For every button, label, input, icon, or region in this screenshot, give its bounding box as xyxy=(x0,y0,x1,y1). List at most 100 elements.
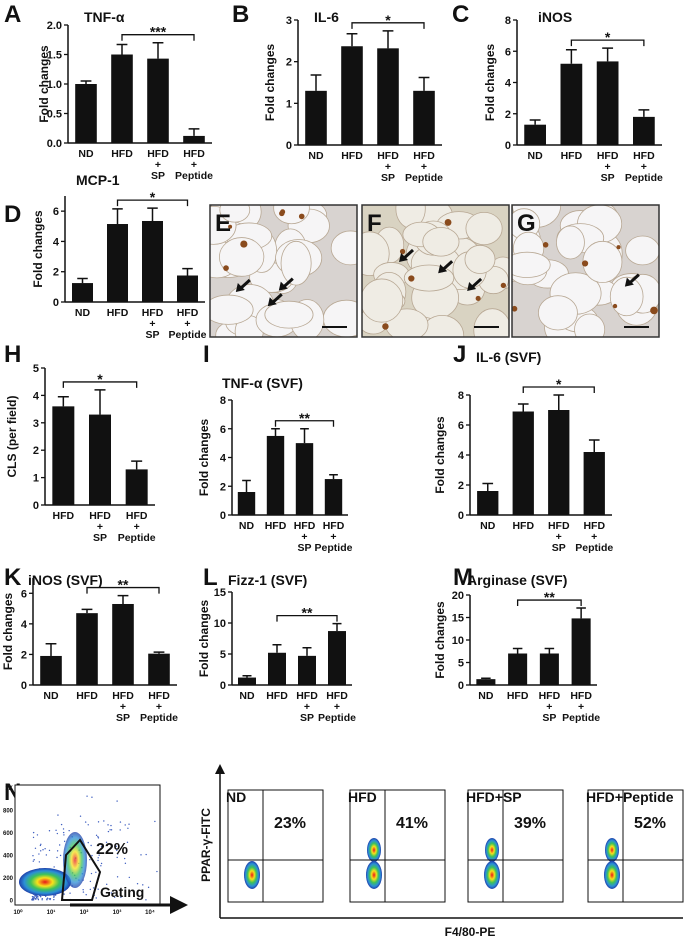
bar xyxy=(295,443,314,515)
x-tick-label: HFD xyxy=(341,150,363,162)
dot xyxy=(35,896,38,899)
panel-letter: C xyxy=(452,1,469,28)
dot xyxy=(48,898,50,900)
significance-label: ** xyxy=(544,589,555,605)
micrograph xyxy=(210,205,357,337)
x-tick-label: HFD + Peptide xyxy=(168,307,207,341)
significance-bracket xyxy=(276,614,338,622)
x-tick-label: HFD xyxy=(560,150,583,162)
x-tick-label: HFD xyxy=(52,510,75,522)
dot xyxy=(97,888,99,890)
y-tick-label: 6 xyxy=(458,420,464,432)
panel-letter: H xyxy=(4,341,21,368)
dot xyxy=(56,856,58,859)
panel-letter: L xyxy=(203,564,218,591)
error-bar xyxy=(310,74,322,91)
dot xyxy=(31,898,33,901)
panel-letter: A xyxy=(4,1,21,28)
dot xyxy=(89,858,91,861)
y-tick-label: 4 xyxy=(53,236,60,248)
dot xyxy=(85,893,87,896)
error-bar xyxy=(588,439,600,452)
error-bar xyxy=(77,277,88,284)
error-bar xyxy=(346,33,358,47)
x-tick-label: HFD xyxy=(512,520,535,532)
x-tick-label: HFD + Peptide xyxy=(562,690,601,724)
y-tick-label: 5 xyxy=(458,658,464,670)
dot xyxy=(116,876,119,878)
bar xyxy=(633,116,655,145)
error-bar xyxy=(242,479,251,492)
dot xyxy=(36,834,39,836)
dot xyxy=(110,829,113,831)
bar xyxy=(52,406,75,505)
bar xyxy=(377,48,399,146)
y-axis-label: Fold changes xyxy=(483,44,497,122)
error-bar xyxy=(512,647,523,654)
significance-label: * xyxy=(150,189,156,205)
bar xyxy=(183,135,205,143)
y-tick-label: 5 xyxy=(220,649,226,661)
x-tick-label: HFD + SP xyxy=(538,690,561,724)
error-bar xyxy=(80,80,92,84)
y-tick-label: 2 xyxy=(21,649,27,661)
stain xyxy=(500,282,507,289)
dot xyxy=(40,850,42,852)
dot xyxy=(90,872,93,875)
adipocyte xyxy=(538,295,578,331)
x-tick-label: ND xyxy=(78,148,94,160)
y-tick-label: 0 xyxy=(53,297,59,309)
dot xyxy=(53,866,55,868)
dot xyxy=(97,857,99,859)
adipocyte xyxy=(273,205,310,225)
dot xyxy=(120,896,122,898)
dot xyxy=(42,849,44,851)
dot xyxy=(116,853,119,855)
y-tick-label: 0 xyxy=(505,140,511,152)
x-tick-label: ND xyxy=(74,307,91,319)
bar xyxy=(125,469,148,505)
dot xyxy=(145,853,147,856)
panel-letter: F xyxy=(367,210,382,237)
x-tick-label: HFD + SP xyxy=(296,690,318,724)
flow-x-label: F4/80-PE xyxy=(445,925,496,939)
dot-y-tick: 800 xyxy=(3,809,14,815)
dot xyxy=(124,862,127,865)
y-axis-label: Fold changes xyxy=(197,600,211,678)
stain xyxy=(382,323,389,330)
y-tick-label: 2 xyxy=(53,267,59,279)
error-bar xyxy=(242,674,252,678)
x-tick-label: ND xyxy=(478,690,494,702)
dot xyxy=(56,850,59,852)
dot xyxy=(84,821,87,823)
error-bar xyxy=(553,394,565,410)
adipocyte xyxy=(264,300,314,329)
y-tick-label: 0 xyxy=(220,510,226,522)
error-bar xyxy=(57,396,69,407)
bar xyxy=(524,124,546,145)
density xyxy=(604,861,620,889)
significance-bracket xyxy=(116,199,189,207)
dot xyxy=(113,896,116,899)
dot xyxy=(46,898,48,900)
stain xyxy=(444,218,452,226)
density xyxy=(485,838,499,862)
panel-letter: J xyxy=(453,341,466,368)
gating-arrow-head xyxy=(170,896,188,914)
dot xyxy=(63,834,65,836)
dot xyxy=(59,854,62,857)
micrograph-frame xyxy=(361,204,510,338)
dot xyxy=(124,889,127,891)
dot xyxy=(86,795,88,797)
significance-bracket xyxy=(274,420,335,427)
bar xyxy=(324,479,343,515)
y-axis-label: Fold changes xyxy=(31,210,45,288)
dot xyxy=(100,865,102,867)
dot xyxy=(145,899,147,901)
density xyxy=(19,868,71,896)
bar xyxy=(476,679,496,685)
x-tick-label: HFD + SP xyxy=(141,307,164,341)
x-tick-label: ND xyxy=(480,520,496,532)
significance-bracket xyxy=(86,586,160,594)
dot xyxy=(63,840,66,843)
